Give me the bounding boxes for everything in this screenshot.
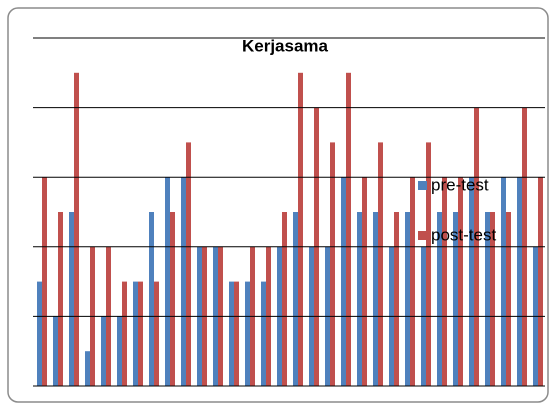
bar	[165, 177, 170, 386]
bar	[117, 316, 122, 386]
bar	[298, 72, 303, 387]
bar	[442, 177, 447, 386]
bar	[58, 212, 63, 386]
bar	[346, 72, 351, 387]
chart-title: Kerjasama	[242, 36, 329, 55]
bar	[469, 177, 474, 386]
bar	[101, 316, 106, 386]
bar	[373, 212, 378, 386]
bar	[122, 281, 127, 386]
bar	[42, 177, 47, 386]
bar	[149, 212, 154, 386]
bar	[378, 142, 383, 386]
bar	[293, 212, 298, 386]
bar	[74, 72, 79, 387]
bar	[538, 177, 543, 386]
bar	[485, 212, 490, 386]
bar	[453, 212, 458, 386]
bar	[330, 142, 335, 386]
bar	[410, 177, 415, 386]
bar	[37, 281, 42, 386]
bar	[245, 281, 250, 386]
bar	[362, 177, 367, 386]
bar	[186, 142, 191, 386]
bar	[458, 177, 463, 386]
bar	[138, 281, 143, 386]
legend-swatch	[418, 231, 427, 240]
bar	[517, 177, 522, 386]
bar	[229, 281, 234, 386]
bar	[154, 281, 159, 386]
bar	[261, 281, 266, 386]
bar	[394, 212, 399, 386]
bar	[437, 212, 442, 386]
bar	[490, 212, 495, 386]
bar	[170, 212, 175, 386]
legend-label: post-test	[431, 225, 496, 244]
legend-label: pre-test	[431, 175, 489, 194]
bar	[426, 142, 431, 386]
bar	[341, 177, 346, 386]
bar	[501, 177, 506, 386]
bar	[181, 177, 186, 386]
legend: pre-test post-test	[418, 175, 496, 244]
bar	[85, 351, 90, 386]
bar	[234, 281, 239, 386]
bar	[133, 281, 138, 386]
legend-swatch	[418, 181, 427, 190]
bar	[506, 212, 511, 386]
bar	[69, 212, 74, 386]
bar	[282, 212, 287, 386]
bar	[357, 212, 362, 386]
bar	[405, 212, 410, 386]
bar	[53, 316, 58, 386]
